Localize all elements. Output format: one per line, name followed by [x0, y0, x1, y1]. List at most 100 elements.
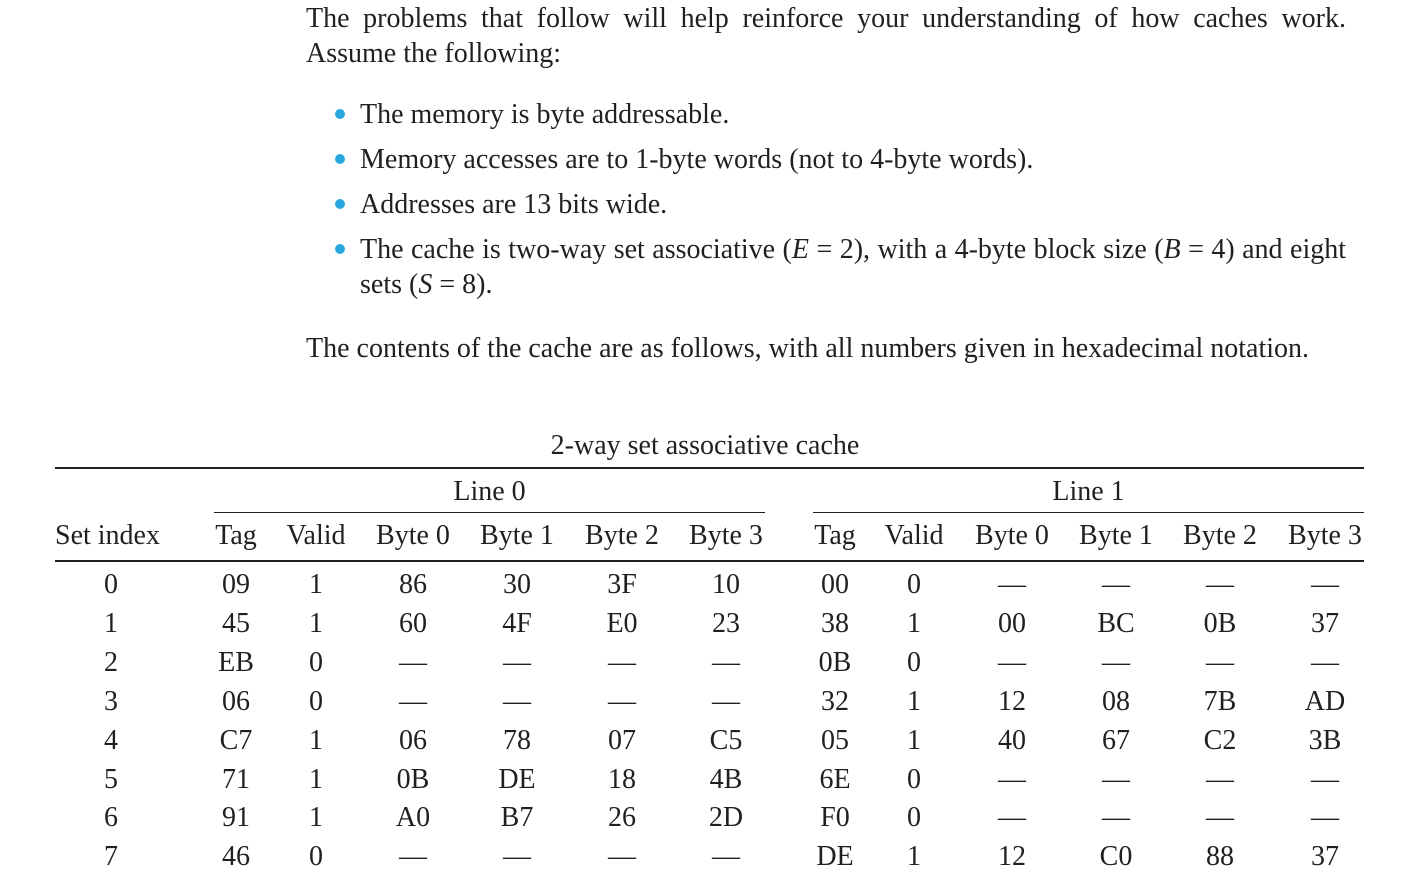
table-cell: F0 [820, 802, 850, 834]
table-cell: 67 [1102, 724, 1130, 756]
bullet-dot [335, 244, 345, 254]
table-cell: 1 [309, 607, 323, 639]
table-cell: DE [816, 841, 854, 873]
table-cell: — [998, 569, 1026, 600]
table-cell: 32 [821, 685, 849, 717]
table-cell: 09 [222, 569, 250, 600]
table-cell: — [1206, 763, 1234, 795]
set-index-cell: 5 [104, 763, 118, 795]
table-cell: 86 [399, 569, 427, 600]
table-cell: AD [1304, 685, 1346, 717]
contents-paragraph: The contents of the cache are as follows… [306, 333, 1310, 364]
table-cell: 18 [608, 763, 636, 795]
table-cell: — [1102, 646, 1130, 678]
bullet-item: The memory is byte addressable. [306, 97, 1346, 132]
table-cell: DE [498, 763, 536, 795]
set-index-cell: 7 [104, 841, 118, 873]
column-header: Byte 3 [1288, 520, 1362, 551]
table-header-rule [55, 560, 1364, 562]
table-cell: 37 [1311, 841, 1339, 873]
table-cell: 0 [907, 569, 921, 600]
table-cell: A0 [395, 802, 431, 834]
column-header: Valid [286, 520, 346, 551]
set-index-cell: 6 [104, 802, 118, 834]
set-index-cell: 1 [104, 607, 118, 639]
table-cell: 3F [607, 569, 637, 600]
table-cell: 00 [998, 607, 1026, 639]
table-cell: 0B [396, 763, 430, 795]
table-cell: 37 [1311, 607, 1339, 639]
table-cell: — [1311, 569, 1339, 600]
table-cell: — [712, 646, 740, 678]
table-cell: 40 [998, 724, 1026, 756]
column-header: Valid [884, 520, 944, 551]
table-cell: 06 [399, 724, 427, 756]
table-cell: — [998, 802, 1026, 834]
table-cell: 7B [1203, 685, 1237, 717]
set-index-cell: 2 [104, 646, 118, 678]
table-cell: — [998, 763, 1026, 795]
table-cell: 12 [998, 841, 1026, 873]
math-var-s: S [418, 269, 433, 300]
table-cell: — [608, 685, 636, 717]
table-cell: 12 [998, 685, 1026, 717]
column-header: Byte 1 [1079, 520, 1153, 551]
table-cell: 1 [907, 607, 921, 639]
table-cell: 0 [309, 685, 323, 717]
table-cell: 0B [1203, 607, 1237, 639]
table-cell: — [1102, 569, 1130, 600]
table-cell: 1 [309, 763, 323, 795]
table-cell: 07 [608, 724, 636, 756]
table-cell: 6E [819, 763, 851, 795]
table-cell: 46 [222, 841, 250, 873]
line0-group-header: Line 0 [453, 476, 526, 507]
table-cell: C7 [219, 724, 253, 756]
math-var-b: B [1163, 234, 1181, 265]
table-cell: EB [218, 646, 254, 678]
table-cell: 0 [907, 802, 921, 834]
set-index-cell: 3 [104, 685, 118, 717]
table-cell: — [608, 646, 636, 678]
table-cell: 0 [309, 646, 323, 678]
table-cell: — [1206, 646, 1234, 678]
table-cell: 05 [821, 724, 849, 756]
table-cell: 78 [503, 724, 531, 756]
table-cell: 88 [1206, 841, 1234, 873]
table-cell: 0B [818, 646, 852, 678]
table-cell: 1 [309, 569, 323, 600]
bullet-item: Addresses are 13 bits wide. [306, 187, 1346, 222]
table-cell: — [1311, 646, 1339, 678]
table-caption: 2-way set associative cache [550, 430, 860, 461]
table-cell: — [399, 646, 427, 678]
table-cell: 0 [907, 763, 921, 795]
table-cell: — [399, 841, 427, 873]
table-cell: — [1311, 763, 1339, 795]
table-cell: — [1206, 569, 1234, 600]
table-cell: 1 [309, 802, 323, 834]
table-cell: — [712, 841, 740, 873]
table-cell: E0 [606, 607, 638, 639]
table-cell: — [1102, 802, 1130, 834]
table-cell: 91 [222, 802, 250, 834]
table-cell: 00 [821, 569, 849, 600]
line0-underline [214, 512, 765, 513]
column-header: Byte 2 [585, 520, 659, 551]
table-cell: 30 [503, 569, 531, 600]
table-top-rule [55, 467, 1364, 469]
table-cell: 3B [1308, 724, 1342, 756]
table-cell: 60 [399, 607, 427, 639]
table-cell: 38 [821, 607, 849, 639]
assumptions-list: The memory is byte addressable. Memory a… [306, 97, 1346, 312]
table-cell: — [1206, 802, 1234, 834]
table-cell: 1 [907, 841, 921, 873]
column-header: Byte 2 [1183, 520, 1257, 551]
intro-paragraph: The problems that follow will help reinf… [306, 3, 1346, 69]
table-cell: — [399, 685, 427, 717]
table-cell: — [608, 841, 636, 873]
table-cell: C2 [1203, 724, 1237, 756]
table-cell: 4B [709, 763, 743, 795]
table-cell: 0 [907, 646, 921, 678]
table-cell: B7 [500, 802, 534, 834]
column-header: Byte 1 [480, 520, 554, 551]
bullet-item: Memory accesses are to 1-byte words (not… [306, 142, 1346, 177]
